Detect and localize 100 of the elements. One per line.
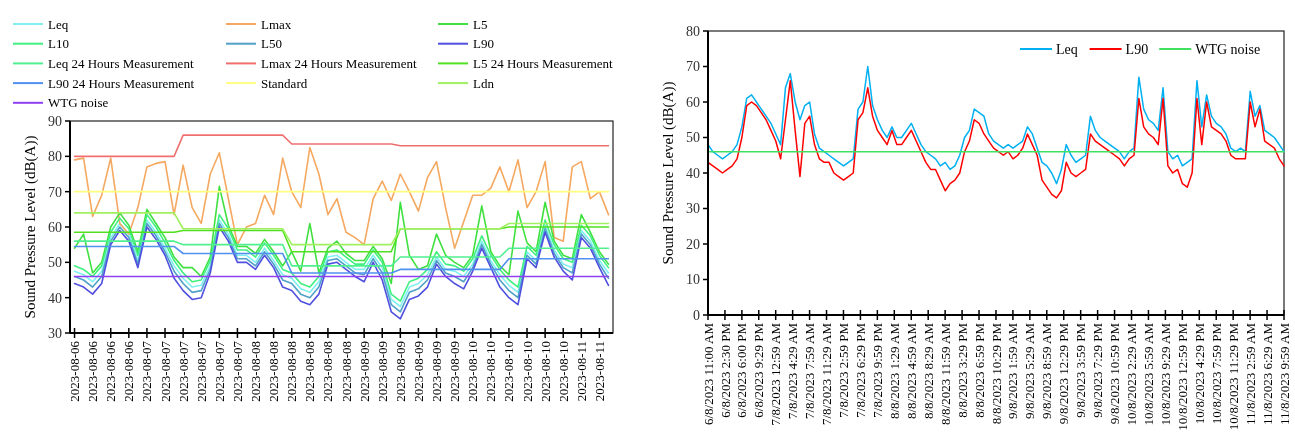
x-tick-label: 9/8/2023 12:29 PM [1056,322,1072,425]
x-tick-label: 9/8/2023 8:59 AM [1039,322,1055,420]
x-tick-label: 6/8/2023 6:00 PM [734,322,750,418]
legend-label: L90 [473,36,494,52]
x-tick-label: 2023-08-10 [483,341,499,402]
x-tick-label: 2023-08-09 [374,341,390,402]
x-tick-label: 10/8/2023 5:59 AM [1141,322,1156,426]
x-tick-label: 10/8/2023 2:29 AM [1124,322,1140,426]
x-tick-label: 6/8/2023 11:00 AM [700,322,716,426]
x-tick-label: 7/8/2023 7:59 AM [802,322,818,420]
legend-label: Standard [261,75,308,91]
x-tick-label: 2023-08-08 [338,341,354,402]
x-tick-label: 7/8/2023 2:59 PM [836,322,852,418]
x-tick-label: 2023-08-06 [121,340,137,402]
line-series [707,65,1285,185]
x-tick-label: 2023-08-10 [555,341,571,402]
x-tick-label: 10/8/2023 4:29 PM [1191,322,1207,425]
x-tick-label: 2023-08-06 [103,340,119,402]
line-series [73,245,610,274]
x-tick-label: 7/8/2023 4:29 AM [785,322,801,420]
y-axis-title: Sound Pressure Level (dB(A)) [22,135,40,319]
legend-label: L5 24 Hours Measurement [473,55,614,71]
x-tick-label: 2023-08-06 [67,340,83,402]
y-tick-label: 70 [686,59,700,75]
x-tick-label: 2023-08-09 [392,341,408,402]
y-tick-label: 70 [48,184,62,200]
y-tick-label: 60 [686,94,700,110]
x-tick-label: 2023-08-09 [356,341,372,402]
x-tick-label: 2023-08-10 [501,341,517,402]
legend-label: Ldn [473,75,495,91]
legend-label: Leq [48,16,69,32]
y-tick-label: 90 [48,113,62,129]
x-tick-label: 2023-08-07 [139,340,155,402]
legend-label: L90 [1125,42,1149,57]
y-tick-label: 50 [48,255,62,271]
x-tick-label: 7/8/2023 11:29 AM [819,322,835,426]
x-tick-label: 8/8/2023 10:29 PM [988,322,1004,425]
y-tick-label: 40 [686,165,700,181]
line-series [73,212,610,246]
legend-label: Leq [1056,42,1078,57]
x-tick-label: 7/8/2023 9:59 PM [869,322,885,418]
x-tick-label: 8/8/2023 11:59 AM [937,322,953,426]
y-tick-label: 30 [686,201,700,217]
line-series [73,134,610,158]
legend-label: Lmax 24 Hours Measurement [261,55,417,71]
x-tick-label: 2023-08-10 [519,341,535,402]
y-tick-label: 80 [686,23,700,39]
line-series [73,240,610,267]
x-tick-label: 2023-08-07 [229,340,245,402]
x-tick-label: 2023-08-10 [537,341,553,402]
legend-label: L90 24 Hours Measurement [48,75,195,91]
x-tick-label: 6/8/2023 2:30 PM [717,322,733,418]
x-tick-label: 9/8/2023 1:59 AM [1005,322,1021,420]
legend-label: WTG noise [1195,42,1261,57]
x-tick-label: 2023-08-10 [465,341,481,402]
y-tick-label: 40 [48,290,62,306]
legend-label: Lmax [261,16,292,32]
x-tick-label: 2023-08-07 [193,340,209,402]
x-tick-label: 2023-08-11 [591,341,607,402]
legend-label: L10 [48,36,69,52]
y-tick-label: 60 [48,219,62,235]
x-tick-label: 8/8/2023 8:29 AM [920,322,936,420]
x-tick-label: 2023-08-11 [573,341,589,402]
x-tick-label: 10/8/2023 9:29 AM [1157,322,1173,426]
x-tick-label: 2023-08-07 [157,340,173,402]
x-tick-label: 2023-08-09 [410,341,426,402]
x-tick-label: 6/8/2023 9:29 PM [751,322,767,418]
x-tick-label: 2023-08-08 [320,341,336,402]
x-tick-label: 10/8/2023 11:29 PM [1225,322,1241,431]
legend-label: L50 [261,36,282,52]
x-tick-label: 2023-08-09 [429,341,445,402]
x-tick-label: 2023-08-08 [266,341,282,402]
x-tick-label: 2023-08-08 [284,341,300,402]
y-axis-title: Sound Pressure Level (dB(A)) [660,81,678,265]
y-tick-label: 50 [686,130,700,146]
x-tick-label: 2023-08-08 [248,341,264,402]
x-tick-label: 2023-08-06 [85,340,101,402]
x-tick-label: 10/8/2023 7:59 PM [1208,322,1224,425]
x-tick-label: 8/8/2023 4:59 AM [903,322,919,420]
x-tick-label: 8/8/2023 6:59 PM [971,322,987,418]
x-tick-label: 9/8/2023 3:59 PM [1073,322,1089,418]
x-tick-label: 11/8/2023 2:59 AM [1242,322,1258,426]
y-tick-label: 0 [693,307,700,323]
legend-label: L5 [473,16,488,32]
x-tick-label: 10/8/2023 12:59 PM [1174,322,1190,431]
line-series [73,185,610,285]
legend-label: Leq 24 Hours Measurement [48,55,194,71]
x-tick-label: 9/8/2023 7:29 PM [1090,322,1106,418]
line-series [707,79,1285,199]
x-tick-label: 11/8/2023 9:59 AM [1276,322,1292,426]
x-tick-label: 8/8/2023 3:29 PM [954,322,970,418]
y-tick-label: 30 [48,325,62,341]
x-tick-label: 2023-08-07 [211,340,227,402]
y-tick-label: 20 [686,236,700,252]
x-tick-label: 7/8/2023 12:59 AM [768,322,784,426]
x-tick-label: 9/8/2023 10:59 PM [1107,322,1123,425]
x-tick-label: 7/8/2023 6:29 PM [852,322,868,418]
x-tick-label: 2023-08-08 [302,341,318,402]
legend-label: WTG noise [48,95,109,111]
line-series [73,146,610,249]
